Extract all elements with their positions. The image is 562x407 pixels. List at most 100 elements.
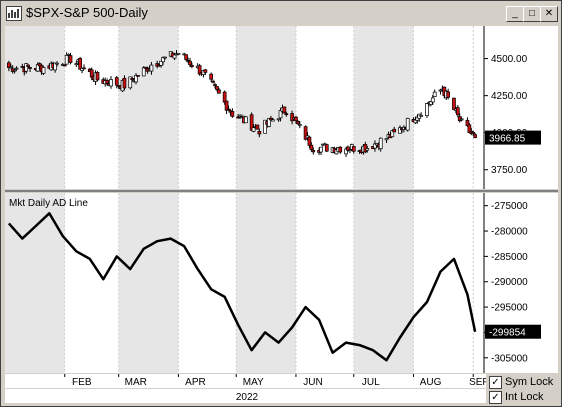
candle-body [161, 57, 165, 63]
candle-body [346, 146, 350, 151]
candle-body [95, 71, 100, 81]
int-lock-checkbox[interactable]: ✓ [489, 391, 502, 404]
candle-body [209, 73, 214, 80]
candle-body [215, 86, 219, 90]
month-label: APR [185, 377, 206, 388]
price-shade-band [5, 26, 65, 189]
candle-body [471, 131, 476, 134]
candle-body [188, 60, 192, 66]
candle-body [184, 54, 188, 60]
candle-body [130, 78, 135, 80]
int-lock-label: Int Lock [505, 391, 544, 403]
ad-panel-label: Mkt Daily AD Line [9, 198, 88, 209]
candle-body [203, 69, 208, 73]
ad-shade-band [353, 193, 414, 373]
candle-body [425, 103, 429, 117]
price-tick-label: 4250.00 [491, 91, 528, 102]
month-label: JUL [362, 377, 380, 388]
ad-shade-band [5, 193, 65, 373]
month-label: MAR [125, 377, 147, 388]
candle-body [211, 80, 215, 83]
candle-body [74, 63, 79, 65]
candle-body [141, 67, 146, 77]
month-label: JUN [303, 377, 322, 388]
candle-body [64, 54, 69, 65]
candle-body [296, 121, 300, 125]
candle-body [473, 134, 477, 138]
candle-body [278, 110, 283, 119]
candle-body [282, 106, 287, 114]
panel-divider[interactable] [5, 190, 558, 192]
app-icon [6, 6, 22, 21]
ad-tick-label: -285000 [491, 252, 528, 263]
candle-body [452, 97, 456, 110]
candle-body [114, 77, 119, 86]
candle-body [134, 74, 138, 83]
candle-body [351, 146, 356, 152]
candle-body [319, 146, 323, 153]
title-bar[interactable]: $SPX-S&P 500-Daily _ □ ✕ [1, 1, 561, 25]
candle-body [276, 118, 281, 121]
ad-tick-label: -305000 [491, 353, 528, 364]
candle-body [446, 91, 451, 98]
candle-body [365, 148, 370, 151]
candle-body [163, 56, 167, 59]
candle-body [14, 67, 19, 70]
month-label: AUG [420, 377, 442, 388]
candle-body [267, 118, 271, 127]
candle-body [190, 64, 194, 67]
ad-tick-label: -290000 [491, 277, 528, 288]
ad-shade-band [118, 193, 179, 373]
ad-panel[interactable]: -275000-280000-285000-290000-295000-3000… [5, 193, 558, 373]
candle-body [68, 55, 73, 63]
candle-body [213, 84, 217, 87]
sym-lock-checkbox[interactable]: ✓ [489, 376, 502, 389]
candle-body [419, 114, 424, 117]
ad-tick-label: -275000 [491, 201, 528, 212]
candle-body [172, 54, 177, 59]
candle-body [78, 58, 82, 70]
candle-body [338, 146, 343, 153]
candle-body [149, 64, 154, 72]
candle-body [122, 77, 127, 89]
month-label: MAY [243, 377, 264, 388]
candle-body [55, 62, 59, 65]
candle-body [136, 75, 140, 77]
candle-body [257, 130, 262, 135]
candle-body [311, 150, 316, 153]
candle-body [12, 69, 17, 72]
candle-body [244, 116, 248, 124]
candle-body [384, 138, 389, 141]
candle-body [82, 67, 86, 70]
price-shade-band [353, 26, 414, 189]
candle-body [307, 136, 312, 146]
candle-body [284, 113, 289, 116]
candle-body [26, 64, 30, 67]
candle-body [255, 124, 260, 130]
candle-body [392, 128, 397, 133]
ad-last-value: -299854 [489, 328, 526, 339]
close-button[interactable]: ✕ [540, 6, 558, 22]
candle-body [430, 97, 435, 103]
candle-body [8, 66, 13, 69]
ad-line-chart: -275000-280000-285000-290000-295000-3000… [5, 193, 541, 373]
candle-body [378, 137, 383, 150]
window-title: $SPX-S&P 500-Daily [26, 5, 148, 20]
candle-body [230, 111, 235, 117]
candle-body [20, 66, 25, 68]
candle-body [297, 124, 302, 126]
minimize-button[interactable]: _ [506, 6, 524, 22]
month-label: FEB [72, 377, 92, 388]
candle-body [309, 144, 314, 150]
price-shade-band [118, 26, 179, 189]
candle-body [197, 65, 202, 75]
maximize-button[interactable]: □ [523, 6, 541, 22]
x-axis: FEB MAR APR MAY JUN JUL AUG SEP [5, 374, 489, 388]
candle-body [405, 118, 410, 131]
ad-line-series [7, 212, 477, 362]
candle-body [363, 144, 368, 153]
month-label: SEP [469, 377, 486, 388]
